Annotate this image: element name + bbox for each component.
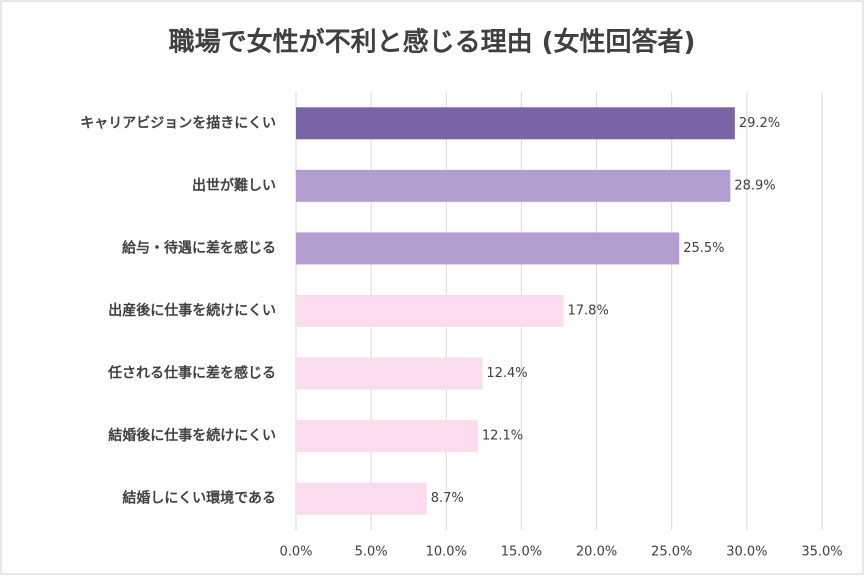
y-tick-label: 出世が難しい	[192, 177, 276, 194]
y-tick-label: 出産後に仕事を続けにくい	[108, 302, 276, 319]
y-tick-label: 結婚しにくい環境である	[122, 490, 276, 507]
value-label: 8.7%	[431, 491, 464, 506]
x-tick-label: 25.0%	[651, 545, 692, 560]
value-label: 12.1%	[482, 429, 523, 444]
bar	[296, 357, 483, 390]
bar	[296, 169, 731, 202]
y-tick-label: 結婚後に仕事を続けにくい	[108, 427, 276, 444]
bar	[296, 482, 427, 515]
value-label: 29.2%	[739, 116, 780, 131]
x-tick-label: 20.0%	[576, 545, 617, 560]
value-label: 17.8%	[568, 304, 609, 319]
bar	[296, 107, 735, 140]
bar	[296, 232, 680, 265]
value-label: 12.4%	[486, 366, 527, 381]
x-tick-label: 0.0%	[279, 545, 312, 560]
x-tick-label: 15.0%	[501, 545, 542, 560]
bar	[296, 420, 478, 453]
value-label: 25.5%	[683, 241, 724, 256]
x-tick-label: 10.0%	[426, 545, 467, 560]
bar	[296, 295, 564, 327]
chart-title: 職場で女性が不利と感じる理由 (女性回答者)	[169, 27, 696, 58]
y-tick-label: 給与・待遇に差を感じる	[122, 239, 276, 256]
x-tick-label: 35.0%	[801, 545, 842, 560]
y-tick-label: 任される仕事に差を感じる	[107, 365, 276, 382]
x-tick-label: 30.0%	[726, 545, 767, 560]
value-label: 28.9%	[734, 178, 775, 193]
y-tick-label: キャリアビジョンを描きにくい	[80, 114, 276, 131]
x-tick-label: 5.0%	[355, 545, 388, 560]
